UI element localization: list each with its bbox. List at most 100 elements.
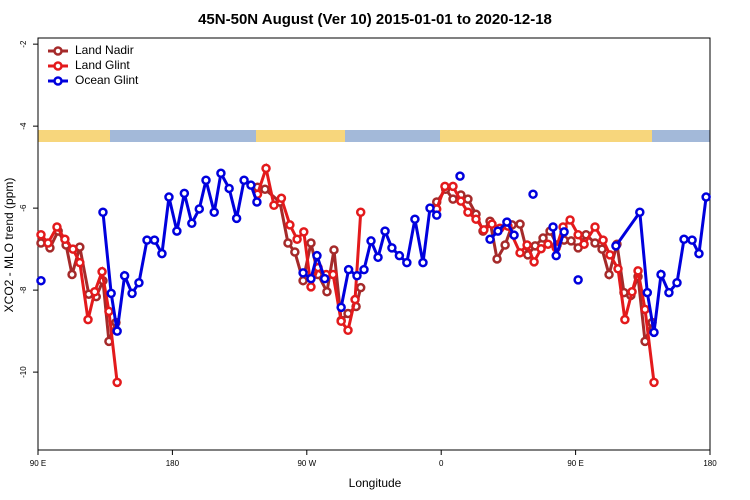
data-point [448, 181, 458, 192]
data-point [394, 250, 405, 261]
data-point [492, 254, 502, 264]
data-point [448, 194, 458, 204]
data-point [425, 203, 435, 213]
data-point [67, 269, 77, 280]
data-point [224, 183, 234, 194]
land-mask-strip [38, 130, 710, 142]
data-point [402, 257, 412, 268]
legend-marker [53, 76, 63, 86]
data-point [664, 287, 674, 298]
data-point [613, 264, 623, 274]
data-point [355, 207, 366, 217]
data-point [642, 287, 653, 298]
series-line [40, 185, 654, 342]
data-point [515, 219, 525, 229]
data-point [119, 271, 130, 281]
data-point [597, 244, 607, 254]
x-tick-label: 90 W [297, 459, 316, 468]
data-point [649, 327, 659, 338]
y-tick-label: -10 [19, 366, 28, 378]
data-point [611, 241, 621, 251]
data-point [172, 226, 182, 236]
x-tick-label: 0 [439, 459, 444, 468]
data-point [573, 275, 583, 285]
data-point [551, 250, 561, 261]
data-point [456, 196, 466, 206]
x-axis-label: Longitude [349, 476, 402, 490]
x-tick-label: 180 [166, 459, 180, 468]
data-point [290, 247, 300, 257]
data-point [366, 236, 376, 246]
data-point [598, 235, 608, 245]
legend-label: Land Nadir [75, 43, 134, 57]
legend-label: Ocean Glint [75, 73, 139, 87]
data-point [529, 257, 539, 267]
data-point [590, 222, 600, 232]
data-point [231, 213, 242, 224]
data-point [52, 222, 62, 232]
data-point [283, 238, 293, 248]
data-point [565, 215, 575, 225]
legend-marker [53, 61, 63, 71]
data-point [127, 288, 137, 299]
data-point [343, 264, 354, 275]
x-tick-label: 90 E [30, 459, 46, 468]
chart-title: 45N-50N August (Ver 10) 2015-01-01 to 20… [198, 11, 552, 28]
data-point [515, 248, 525, 258]
data-point [604, 269, 614, 280]
data-point [194, 204, 205, 214]
data-point [566, 236, 576, 246]
y-tick-label: -6 [19, 204, 28, 212]
data-point [312, 250, 322, 261]
data-point [640, 304, 650, 315]
data-point [89, 287, 100, 297]
data-point [298, 268, 308, 278]
data-point [322, 287, 332, 297]
data-point [134, 277, 144, 288]
data-point [179, 188, 190, 199]
y-tick-label: -4 [19, 122, 28, 130]
data-point [298, 275, 308, 286]
data-point [410, 214, 420, 224]
data-point [694, 248, 704, 259]
data-point [319, 273, 330, 284]
data-point [68, 244, 78, 254]
data-point [60, 234, 70, 245]
data-point [343, 325, 353, 336]
y-tick-label: -8 [19, 286, 28, 294]
data-point [216, 168, 226, 179]
data-point [579, 239, 589, 249]
data-point [528, 189, 538, 199]
data-point [306, 282, 316, 292]
legend-label: Land Glint [75, 58, 130, 72]
data-point [187, 218, 197, 229]
data-point [463, 207, 473, 217]
data-point [75, 257, 85, 268]
data-point [83, 314, 93, 325]
data-point [672, 277, 682, 288]
data-point [649, 377, 659, 388]
data-point [209, 207, 219, 217]
data-point [620, 314, 630, 325]
data-point [201, 175, 211, 186]
data-point [509, 230, 519, 240]
data-point [350, 294, 360, 305]
data-point [36, 275, 46, 286]
data-point [387, 243, 397, 253]
data-point [656, 269, 666, 280]
data-point [149, 235, 160, 245]
data-point [605, 250, 615, 260]
data-point [493, 226, 503, 236]
data-point [157, 248, 167, 259]
data-point [36, 230, 46, 240]
data-point [471, 214, 481, 224]
data-point [590, 238, 600, 248]
legend-marker [53, 46, 63, 56]
data-point [142, 235, 152, 245]
y-axis-label: XCO2 - MLO trend (ppm) [2, 178, 16, 313]
data-point [543, 239, 553, 249]
data-point [355, 282, 366, 293]
data-point [418, 257, 428, 268]
data-point [502, 217, 512, 227]
